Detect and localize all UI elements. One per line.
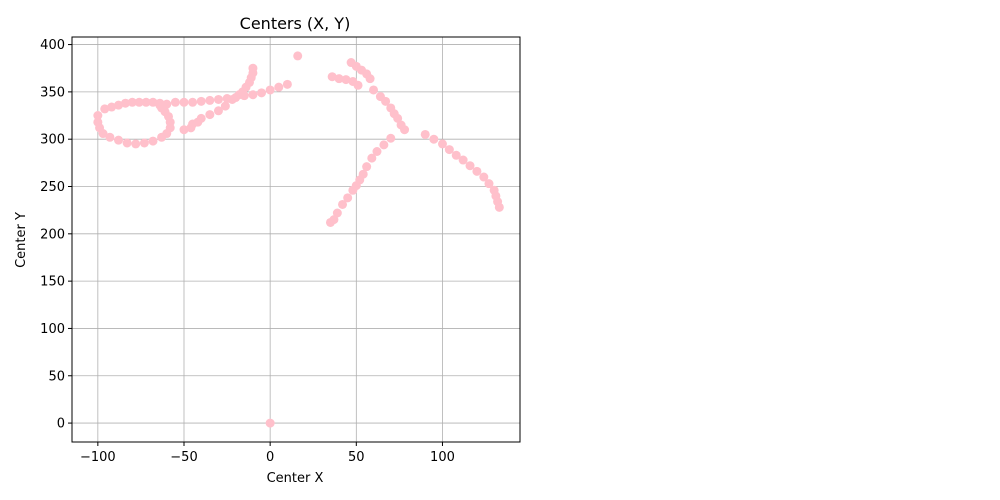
data-point bbox=[369, 85, 379, 95]
data-point bbox=[327, 72, 337, 82]
data-point bbox=[338, 199, 348, 209]
data-point bbox=[222, 94, 232, 104]
data-point bbox=[213, 94, 223, 104]
data-point bbox=[265, 85, 275, 95]
data-point bbox=[131, 139, 141, 149]
data-point bbox=[451, 150, 461, 160]
data-point bbox=[196, 96, 206, 106]
y-tick-label: 300 bbox=[40, 133, 65, 148]
data-point bbox=[205, 95, 215, 105]
x-tick-label: 100 bbox=[430, 450, 455, 465]
data-point bbox=[193, 117, 203, 127]
data-point bbox=[170, 97, 180, 107]
x-tick-label: 0 bbox=[266, 450, 274, 465]
data-point bbox=[155, 100, 165, 110]
data-point bbox=[93, 111, 103, 121]
data-point bbox=[257, 88, 267, 98]
data-point bbox=[381, 96, 391, 106]
data-point bbox=[148, 97, 158, 107]
data-points bbox=[93, 51, 504, 428]
x-tick-label: 50 bbox=[348, 450, 365, 465]
data-point bbox=[420, 129, 430, 139]
data-point bbox=[265, 418, 275, 428]
data-point bbox=[341, 75, 351, 85]
data-point bbox=[179, 125, 189, 135]
data-point bbox=[179, 97, 189, 107]
data-point bbox=[334, 74, 344, 84]
x-tick-label: −100 bbox=[80, 450, 116, 465]
data-point bbox=[282, 79, 292, 89]
data-point bbox=[429, 134, 439, 144]
data-point bbox=[148, 136, 158, 146]
data-point bbox=[386, 133, 396, 143]
data-point bbox=[458, 155, 468, 165]
data-point bbox=[362, 162, 372, 172]
y-tick-label: 100 bbox=[40, 322, 65, 337]
data-point bbox=[107, 102, 117, 112]
data-point bbox=[372, 146, 382, 156]
data-point bbox=[139, 138, 149, 148]
data-point bbox=[100, 104, 110, 114]
data-point bbox=[220, 101, 230, 111]
data-point bbox=[205, 110, 215, 120]
data-point bbox=[472, 166, 482, 176]
data-point bbox=[141, 97, 151, 107]
y-axis-ticks: 0 50 100 150 200 250 300 350 400 bbox=[40, 38, 72, 432]
data-point bbox=[484, 179, 494, 189]
data-point bbox=[444, 145, 454, 155]
data-point bbox=[379, 140, 389, 150]
x-axis-ticks: −100 −50 0 50 100 bbox=[80, 442, 455, 465]
data-point bbox=[437, 139, 447, 149]
data-point bbox=[479, 172, 489, 182]
y-tick-label: 250 bbox=[40, 180, 65, 195]
plot-area-frame bbox=[71, 36, 521, 443]
y-tick-label: 200 bbox=[40, 227, 65, 242]
data-point bbox=[325, 217, 335, 227]
data-point bbox=[274, 82, 284, 92]
data-point bbox=[213, 106, 223, 116]
data-point bbox=[105, 132, 115, 142]
data-point bbox=[231, 93, 241, 103]
data-point bbox=[365, 74, 375, 84]
data-point bbox=[120, 98, 130, 108]
data-point bbox=[98, 129, 108, 139]
y-tick-label: 150 bbox=[40, 275, 65, 290]
data-point bbox=[114, 135, 124, 145]
grid-lines bbox=[72, 37, 520, 442]
data-point bbox=[494, 202, 504, 212]
data-point bbox=[332, 208, 342, 218]
data-point bbox=[122, 138, 132, 148]
data-point bbox=[343, 193, 353, 203]
data-point bbox=[465, 161, 475, 171]
data-point bbox=[400, 125, 410, 135]
data-point bbox=[188, 97, 198, 107]
chart-title: Centers (X, Y) bbox=[240, 14, 351, 33]
data-point bbox=[114, 100, 124, 110]
x-tick-label: −50 bbox=[170, 450, 197, 465]
data-point bbox=[348, 185, 358, 195]
data-point bbox=[293, 51, 303, 61]
data-point bbox=[134, 97, 144, 107]
data-point bbox=[186, 123, 196, 133]
y-tick-label: 50 bbox=[48, 369, 65, 384]
data-point bbox=[248, 90, 258, 100]
data-point bbox=[239, 91, 249, 101]
y-tick-label: 400 bbox=[40, 38, 65, 53]
data-point bbox=[127, 97, 137, 107]
y-tick-label: 350 bbox=[40, 85, 65, 100]
x-axis-label: Center X bbox=[267, 471, 324, 486]
y-tick-label: 0 bbox=[57, 417, 65, 432]
data-point bbox=[353, 80, 363, 90]
data-point bbox=[393, 113, 403, 123]
data-point bbox=[367, 153, 377, 163]
y-axis-label: Center Y bbox=[14, 212, 29, 268]
